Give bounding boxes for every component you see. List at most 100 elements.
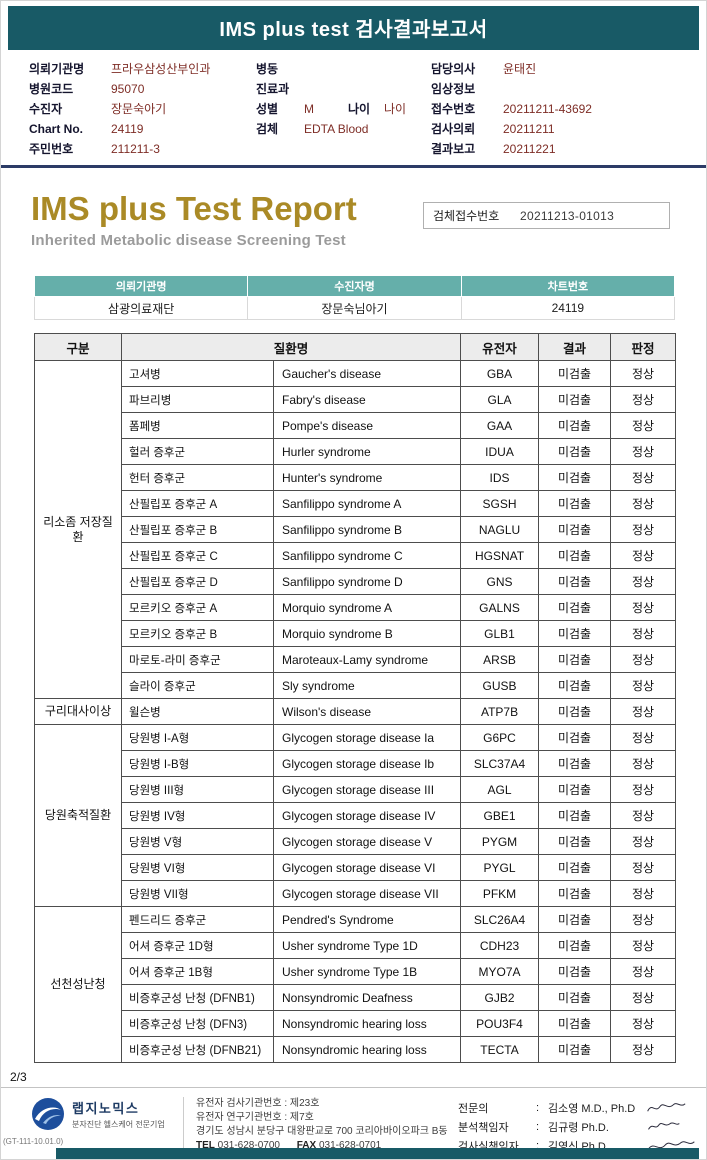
disease-name-kr-cell: 당원병 VII형	[121, 880, 274, 907]
judgment-cell: 정상	[610, 646, 677, 673]
group-label-cell: 선천성난청	[34, 906, 122, 1063]
result-row: 폼페병 Pompe's disease GAA 미검출 정상	[35, 412, 677, 439]
result-row: 비증후군성 난청 (DFN3) Nonsyndromic hearing loss…	[35, 1010, 677, 1037]
field-label: 성별	[256, 102, 279, 116]
signer-colon: :	[536, 1120, 540, 1133]
group-label-cell: 구리대사이상	[34, 698, 122, 725]
result-row: 헐러 증후군 Hurler syndrome IDUA 미검출 정상	[35, 438, 677, 465]
result-cell: 미검출	[538, 906, 612, 933]
disease-name-en-cell: Nonsyndromic Deafness	[272, 984, 462, 1011]
signer-colon: :	[536, 1139, 540, 1152]
result-cell: 미검출	[538, 516, 612, 543]
judgment-cell: 정상	[610, 802, 677, 829]
result-row: 당원병 VI형 Glycogen storage disease VI PYGL 미검…	[35, 854, 677, 881]
gene-cell: SGSH	[460, 490, 540, 517]
gene-cell: CDH23	[460, 932, 540, 959]
lab-cert-lines: 유전자 검사기관번호 : 제23호 유전자 연구기관번호 : 제7호 경기도 성남시…	[196, 1097, 448, 1139]
report-subtitle: Inherited Metabolic disease Screening Te…	[31, 232, 346, 249]
document-code: (GT-111-10.01.0)	[3, 1137, 64, 1146]
field-value: 장문숙아기	[111, 102, 167, 116]
disease-name-kr-cell: 모르키오 증후군 A	[121, 594, 274, 621]
gene-cell: SLC37A4	[460, 750, 540, 777]
judgment-cell: 정상	[610, 490, 677, 517]
gene-cell: GBA	[460, 360, 540, 387]
company-name: 랩지노믹스	[72, 1101, 140, 1116]
patient-info-row: 검사의뢰 20211211	[431, 123, 706, 136]
field-label: 접수번호	[431, 102, 476, 116]
signer-name: 김규령 Ph.D.	[548, 1121, 609, 1134]
column-header-judgment: 판정	[610, 333, 677, 361]
patient-info-row: 검체 EDTA Blood	[256, 123, 431, 136]
institution-table-header-row: 의뢰기관명 수진자명 차트번호	[33, 275, 676, 297]
field-label: 결과보고	[431, 142, 476, 156]
field-label: 의뢰기관명	[29, 62, 85, 76]
group-label-cell: 리소좀 저장질환	[34, 360, 122, 699]
field-label: 진료과	[256, 82, 290, 96]
result-cell: 미검출	[538, 802, 612, 829]
disease-name-kr-cell: 당원병 III형	[121, 776, 274, 803]
group-label-cell: 당원축적질환	[34, 724, 122, 907]
tel-label: TEL	[196, 1140, 215, 1151]
bottom-bar	[56, 1148, 699, 1159]
result-cell: 미검출	[538, 594, 612, 621]
field-value: 윤태진	[503, 62, 537, 76]
result-cell: 미검출	[538, 360, 612, 387]
patient-info-row: 주민번호 211211-3	[29, 143, 256, 156]
disease-name-en-cell: Hunter's syndrome	[272, 464, 462, 491]
result-row: 헌터 증후군 Hunter's syndrome IDS 미검출 정상	[35, 464, 677, 491]
gene-cell: GUSB	[460, 672, 540, 699]
result-row: 당원축적질환 당원병 I-A형 Glycogen storage disease I…	[34, 724, 677, 907]
field-label: 병동	[256, 62, 279, 76]
column-header-gene: 유전자	[460, 333, 540, 361]
gene-cell: GJB2	[460, 984, 540, 1011]
disease-name-kr-cell: 모르키오 증후군 B	[121, 620, 274, 647]
result-row: 산필립포 증후군 D Sanfilippo syndrome D GNS 미검출 정상	[35, 568, 677, 595]
disease-name-kr-cell: 산필립포 증후군 D	[121, 568, 274, 595]
disease-name-kr-cell: 고셔병	[121, 360, 274, 387]
result-cell: 미검출	[538, 568, 612, 595]
disease-name-en-cell: Hurler syndrome	[272, 438, 462, 465]
result-cell: 미검출	[538, 438, 612, 465]
gene-cell: GALNS	[460, 594, 540, 621]
result-cell: 미검출	[538, 464, 612, 491]
disease-name-en-cell: Glycogen storage disease Ia	[272, 724, 462, 751]
disease-name-en-cell: Sanfilippo syndrome A	[272, 490, 462, 517]
patient-info-row: 의뢰기관명 프라우삼성산부인과	[29, 63, 256, 76]
patient-info-col1: 의뢰기관명 프라우삼성산부인과 병원코드 95070 수진자 장문숙아기 Chart No.…	[29, 63, 256, 163]
judgment-cell: 정상	[610, 568, 677, 595]
sample-number-box: 검체접수번호 20211213-01013	[423, 202, 670, 229]
disease-name-kr-cell: 윌슨병	[121, 698, 274, 725]
field-label: 임상정보	[431, 82, 476, 96]
field-value	[304, 83, 348, 96]
patient-info-row: 임상정보	[431, 83, 706, 96]
field-value: M	[304, 102, 314, 116]
disease-name-kr-cell: 헌터 증후군	[121, 464, 274, 491]
result-row: 어셔 증후군 1B형 Usher syndrome Type 1B MYO7A 미검출…	[35, 958, 677, 985]
disease-name-en-cell: Sanfilippo syndrome B	[272, 516, 462, 543]
institution-column-header: 의뢰기관명	[33, 275, 249, 297]
judgment-cell: 정상	[610, 750, 677, 777]
disease-name-kr-cell: 펜드리드 증후군	[121, 906, 274, 933]
column-header-group: 구분	[34, 333, 122, 361]
disease-name-en-cell: Glycogen storage disease Ib	[272, 750, 462, 777]
disease-name-en-cell: Glycogen storage disease VI	[272, 854, 462, 881]
result-row: 마로토-라미 증후군 Maroteaux-Lamy syndrome ARSB 미검출…	[35, 646, 677, 673]
result-cell: 미검출	[538, 932, 612, 959]
field-label: 주민번호	[29, 142, 74, 156]
patient-info-row: Chart No. 24119	[29, 123, 256, 136]
judgment-cell: 정상	[610, 516, 677, 543]
result-row: 산필립포 증후군 A Sanfilippo syndrome A SGSH 미검출 정상	[35, 490, 677, 517]
disease-name-kr-cell: 당원병 IV형	[121, 802, 274, 829]
institution-value-cell: 24119	[460, 296, 676, 320]
report-header-title: IMS plus test 검사결과보고서	[219, 19, 488, 41]
disease-name-en-cell: Sly syndrome	[272, 672, 462, 699]
gene-cell: GNS	[460, 568, 540, 595]
result-table-body: 리소좀 저장질환 고셔병 Gaucher's disease GBA 미검출 정상 파브리병…	[34, 360, 677, 1063]
judgment-cell: 정상	[610, 438, 677, 465]
judgment-cell: 정상	[610, 620, 677, 647]
judgment-cell: 정상	[610, 932, 677, 959]
result-row: 리소좀 저장질환 고셔병 Gaucher's disease GBA 미검출 정상	[34, 360, 677, 699]
judgment-cell: 정상	[610, 958, 677, 985]
result-cell: 미검출	[538, 1010, 612, 1037]
sample-number-label: 검체접수번호	[433, 209, 500, 223]
